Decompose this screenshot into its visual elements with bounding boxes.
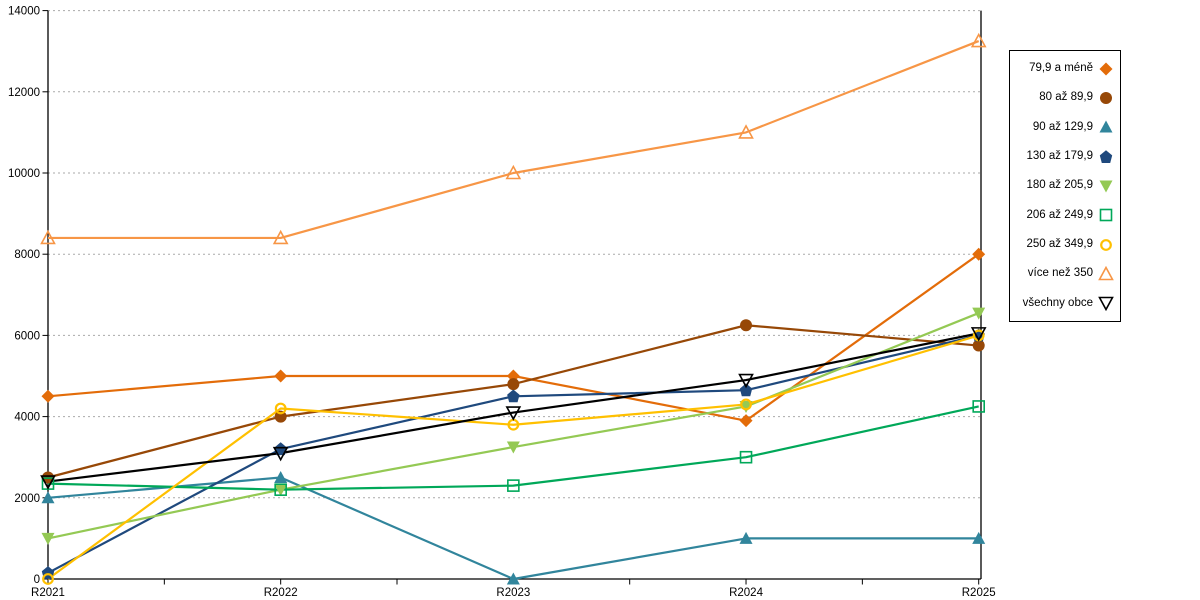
series-line — [47, 476, 979, 581]
series-marker — [507, 389, 520, 403]
series-marker — [505, 164, 522, 180]
legend-item: 79,9 a méně — [1010, 61, 1120, 77]
series-marker — [740, 398, 752, 411]
pentagon-marker-icon — [1099, 149, 1113, 163]
series-marker — [41, 532, 55, 545]
series-marker — [739, 383, 753, 397]
series-marker — [972, 307, 986, 320]
x-axis-label: R2023 — [496, 587, 530, 599]
series-marker — [506, 572, 520, 585]
series-line — [47, 405, 979, 491]
legend-marker-shape — [1099, 180, 1113, 193]
legend-item: 250 až 349,9 — [1010, 237, 1120, 253]
series-marker — [506, 441, 520, 454]
x-axis-label: R2021 — [31, 587, 65, 599]
x-axis-label: R2022 — [264, 587, 298, 599]
legend-marker-shape — [1098, 265, 1114, 281]
x-axis-label: R2024 — [729, 587, 763, 599]
series-marker — [738, 373, 754, 389]
y-axis-label: 10000 — [8, 168, 40, 180]
triangle-down-marker-icon — [1098, 296, 1114, 312]
series-marker — [272, 446, 289, 462]
y-axis-label: 4000 — [14, 412, 40, 424]
legend-label: více než 350 — [1027, 267, 1093, 280]
series-marker — [972, 339, 985, 352]
legend-label: 79,9 a méně — [1029, 61, 1093, 74]
circle-marker-icon — [1100, 238, 1112, 251]
y-axis-label: 0 — [34, 574, 40, 586]
legend-marker-shape — [1100, 238, 1112, 251]
square-marker-icon — [1099, 208, 1113, 222]
legend-marker-shape — [1099, 208, 1113, 222]
legend-label: 130 až 179,9 — [1026, 149, 1093, 162]
x-axis-label: R2025 — [962, 587, 996, 599]
triangle-up-marker-icon — [1098, 265, 1114, 281]
series-marker — [739, 400, 753, 413]
series-marker — [740, 319, 753, 332]
legend-marker-shape — [1099, 62, 1113, 76]
legend-label: 180 až 205,9 — [1026, 179, 1093, 192]
legend-marker-shape — [1099, 149, 1113, 163]
legend-label: 90 až 129,9 — [1032, 120, 1093, 133]
series-marker — [41, 491, 55, 504]
legend-label: 80 až 89,9 — [1039, 91, 1093, 104]
legend-item: 130 až 179,9 — [1010, 149, 1120, 165]
series-marker — [739, 450, 753, 464]
series-marker — [274, 484, 288, 497]
series-marker — [972, 247, 986, 261]
series-marker — [972, 531, 986, 544]
legend-item: 206 až 249,9 — [1010, 207, 1120, 223]
triangle-up-marker-icon — [1099, 120, 1113, 133]
y-axis-label: 8000 — [14, 249, 40, 261]
series-marker — [40, 475, 56, 490]
series-marker — [972, 400, 986, 413]
diamond-marker-icon — [1099, 62, 1113, 76]
series-marker — [274, 442, 287, 456]
legend-marker-shape — [1099, 120, 1113, 133]
legend-item: 90 až 129,9 — [1010, 119, 1120, 135]
chart-legend: 79,9 a méně 80 až 89,9 90 až 129,9 130 až 1… — [1009, 50, 1121, 322]
series-marker — [970, 327, 987, 342]
legend-item: 180 až 205,9 — [1010, 178, 1120, 194]
legend-item: více než 350 — [1010, 265, 1120, 282]
series-marker — [739, 414, 753, 428]
series-marker — [739, 531, 753, 544]
triangle-down-marker-icon — [1099, 180, 1113, 193]
legend-label: 206 až 249,9 — [1026, 208, 1093, 221]
series-marker — [507, 378, 520, 391]
series-marker — [970, 32, 987, 48]
y-axis-label: 12000 — [8, 87, 40, 99]
series-marker — [40, 229, 56, 245]
legend-item: 80 až 89,9 — [1010, 90, 1120, 106]
legend-label: všechny obce — [1022, 296, 1093, 309]
series-line — [47, 332, 979, 483]
series-marker — [505, 406, 522, 421]
circle-marker-icon — [1100, 91, 1112, 104]
series-marker — [507, 479, 520, 492]
series-line — [47, 334, 980, 580]
series-line — [48, 40, 980, 240]
y-axis-label: 6000 — [14, 330, 40, 342]
series-marker — [42, 573, 54, 585]
series-marker — [41, 389, 55, 403]
series-marker — [272, 229, 289, 245]
legend-item: všechny obce — [1010, 295, 1120, 312]
legend-marker-shape — [1098, 296, 1114, 312]
series-marker — [274, 410, 287, 423]
legend-label: 250 až 349,9 — [1026, 237, 1093, 250]
series-marker — [274, 402, 287, 415]
y-axis-label: 2000 — [14, 493, 40, 505]
series-marker — [274, 483, 287, 496]
series-marker — [274, 369, 288, 383]
series-marker — [738, 124, 754, 139]
y-axis-label: 14000 — [8, 6, 40, 18]
legend-marker-shape — [1100, 91, 1112, 104]
series-marker — [274, 471, 288, 483]
